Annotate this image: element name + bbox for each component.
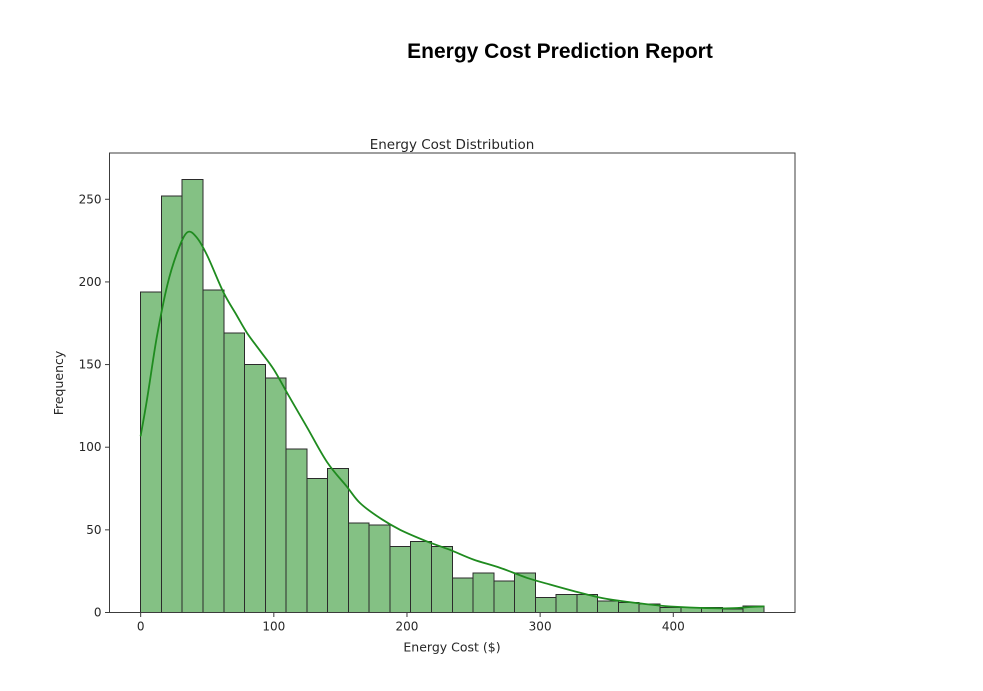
x-axis-tick-label: 200 (396, 620, 419, 634)
histogram-bar (555, 593, 578, 614)
histogram-bar (472, 572, 495, 614)
histogram-bar (347, 522, 370, 613)
y-axis-tick-label: 100 (79, 440, 102, 454)
y-axis-tick-label: 200 (79, 275, 102, 289)
y-axis-tick-label: 50 (86, 523, 101, 537)
x-axis-label: Energy Cost ($) (403, 640, 500, 655)
histogram-bar (327, 468, 349, 614)
histogram-bar (493, 580, 516, 613)
y-axis-label: Frequency (51, 350, 66, 415)
histogram-bar (160, 195, 183, 613)
y-axis-tick-label: 250 (79, 192, 102, 206)
y-axis-tick-label: 0 (94, 606, 102, 620)
histogram-bar (223, 332, 246, 613)
histogram-bar (244, 364, 266, 613)
histogram-bar (181, 178, 204, 613)
chart-title: Energy Cost Distribution (370, 137, 535, 153)
kde-curve (139, 230, 765, 610)
chart-plot-area: 0 100 200 300 400 0 50 100 150 200 250 (79, 152, 796, 634)
histogram-bar (534, 597, 557, 613)
histogram-bar (140, 291, 162, 613)
plot-border (109, 152, 796, 613)
histogram-bar (202, 289, 225, 613)
y-axis-tick-label: 150 (79, 358, 102, 372)
histogram-bar (410, 540, 432, 613)
x-axis-tick-label: 400 (662, 620, 685, 634)
histogram-bar (264, 377, 287, 614)
histogram-bar (285, 448, 308, 613)
histogram-bar (597, 600, 619, 613)
x-axis-tick-label: 0 (137, 620, 145, 634)
histogram-bar (368, 524, 391, 614)
histogram-bar (659, 607, 682, 613)
report-title: Energy Cost Prediction Report (407, 40, 713, 63)
histogram-bar (430, 545, 453, 614)
histogram-bar (389, 545, 412, 614)
histogram-bar (306, 478, 329, 613)
x-axis-tick-label: 100 (262, 620, 285, 634)
histogram-bar (617, 602, 640, 614)
x-axis-tick-label: 300 (529, 620, 552, 634)
histogram-bar (451, 577, 474, 613)
